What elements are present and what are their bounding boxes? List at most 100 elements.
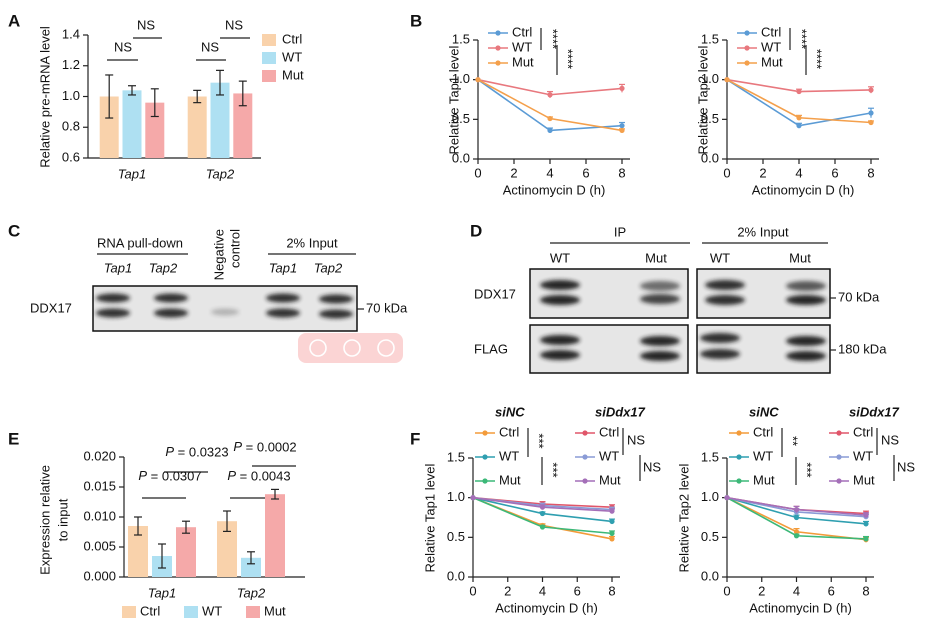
bar: [128, 526, 148, 577]
point: [724, 495, 730, 501]
blot-band: [700, 333, 740, 343]
lane-label: Tap1: [269, 260, 297, 275]
legend-label: Ctrl: [853, 424, 873, 439]
blot-band: [640, 281, 680, 291]
marker-label: 70 kDa: [366, 300, 408, 315]
annotation: NS: [137, 17, 155, 32]
lane-label: WT: [550, 250, 570, 265]
legend-swatch: [184, 606, 198, 618]
blot-band: [640, 351, 680, 361]
annotation: P = 0.0002: [233, 439, 296, 454]
panel-letter: B: [410, 11, 422, 30]
blot-band: [266, 308, 300, 318]
annotation: ***: [546, 462, 561, 477]
point: [609, 508, 615, 514]
line: [477, 79, 623, 132]
x-tick-label: 2: [758, 583, 765, 598]
y-axis-label: Relative Tap1 level: [446, 45, 461, 154]
y-axis-label: to input: [55, 498, 70, 541]
x-tick-label: 8: [608, 583, 615, 598]
y-axis-label: Relative Tap2 level: [695, 45, 710, 154]
annotation: ****: [810, 49, 825, 69]
legend-swatch: [122, 606, 136, 618]
blot-band: [266, 293, 300, 303]
x-tick-label: 4: [795, 165, 802, 180]
annotation: ***: [532, 433, 547, 448]
blot-band: [96, 293, 130, 303]
legend-marker: [736, 478, 742, 484]
legend-label: WT: [761, 39, 781, 54]
x-tick-label: 4: [793, 583, 800, 598]
y-tick-label: 0.005: [83, 538, 116, 553]
lane-label: Tap2: [314, 260, 343, 275]
y-axis-label: Relative pre-mRNA level: [37, 26, 52, 168]
legend-marker: [736, 430, 742, 436]
y-tick-label: 0.015: [83, 478, 116, 493]
panel-letter: F: [410, 429, 420, 448]
blot-background: [696, 268, 831, 319]
bar: [187, 96, 207, 158]
legend-label: WT: [512, 39, 532, 54]
point: [619, 123, 625, 129]
marker-label: 180 kDa: [838, 341, 887, 356]
blot-band: [540, 280, 580, 290]
x-axis-label: Actinomycin D (h): [503, 182, 606, 197]
point: [609, 530, 615, 536]
overlay: [298, 333, 403, 363]
y-tick-label: 0.0: [701, 568, 719, 583]
point: [793, 529, 800, 535]
label: 2% Input: [286, 235, 338, 250]
point: [539, 510, 546, 517]
legend-label: Ctrl: [499, 424, 519, 439]
annotation: NS: [225, 17, 243, 32]
annotation: ****: [546, 29, 561, 49]
point: [475, 77, 481, 83]
y-axis-label: Expression relative: [37, 465, 52, 575]
y-tick-label: 0.6: [62, 149, 80, 164]
blot-band: [96, 308, 130, 318]
y-axis-label: Relative Tap1 level: [422, 463, 437, 572]
lane-label: WT: [710, 250, 730, 265]
x-tick-label: Tap2: [237, 585, 266, 600]
panel-letter: C: [8, 221, 20, 240]
label: 2% Input: [737, 224, 789, 239]
y-tick-label: 0.5: [701, 529, 719, 544]
legend-marker: [744, 60, 750, 66]
legend-label: Ctrl: [761, 24, 781, 39]
panel-letter: E: [8, 429, 19, 448]
blot-band: [319, 294, 353, 304]
blot-band: [211, 308, 239, 316]
legend-marker: [495, 30, 501, 36]
x-tick-label: 8: [867, 165, 874, 180]
x-tick-label: 0: [723, 165, 730, 180]
legend-label: WT: [599, 448, 619, 463]
overlay-icon: [343, 339, 361, 357]
annotation: P = 0.0043: [227, 468, 290, 483]
lane-label: Mut: [789, 250, 811, 265]
point: [547, 127, 553, 134]
label: Negative: [211, 229, 226, 280]
y-tick-label: 0.020: [83, 448, 116, 463]
legend-marker: [736, 454, 742, 460]
y-tick-label: 1.0: [447, 489, 465, 504]
lane-label: Tap2: [149, 260, 178, 275]
blot-band: [154, 293, 188, 303]
x-axis-label: Actinomycin D (h): [752, 182, 855, 197]
bar: [145, 102, 165, 158]
legend-marker: [482, 430, 488, 436]
annotation: NS: [114, 39, 132, 54]
legend-marker: [582, 430, 588, 436]
legend-label: Mut: [599, 472, 621, 487]
point: [547, 92, 553, 98]
x-tick-label: Tap1: [148, 585, 176, 600]
blot-band: [705, 280, 745, 290]
legend-marker: [836, 430, 842, 436]
y-tick-label: 1.5: [701, 31, 719, 46]
y-tick-label: 0.000: [83, 568, 116, 583]
legend-swatch: [262, 70, 276, 82]
blot-band: [786, 351, 826, 361]
x-tick-label: 2: [504, 583, 511, 598]
legend-marker: [495, 60, 501, 66]
legend-label: WT: [202, 603, 222, 618]
line: [477, 78, 623, 132]
